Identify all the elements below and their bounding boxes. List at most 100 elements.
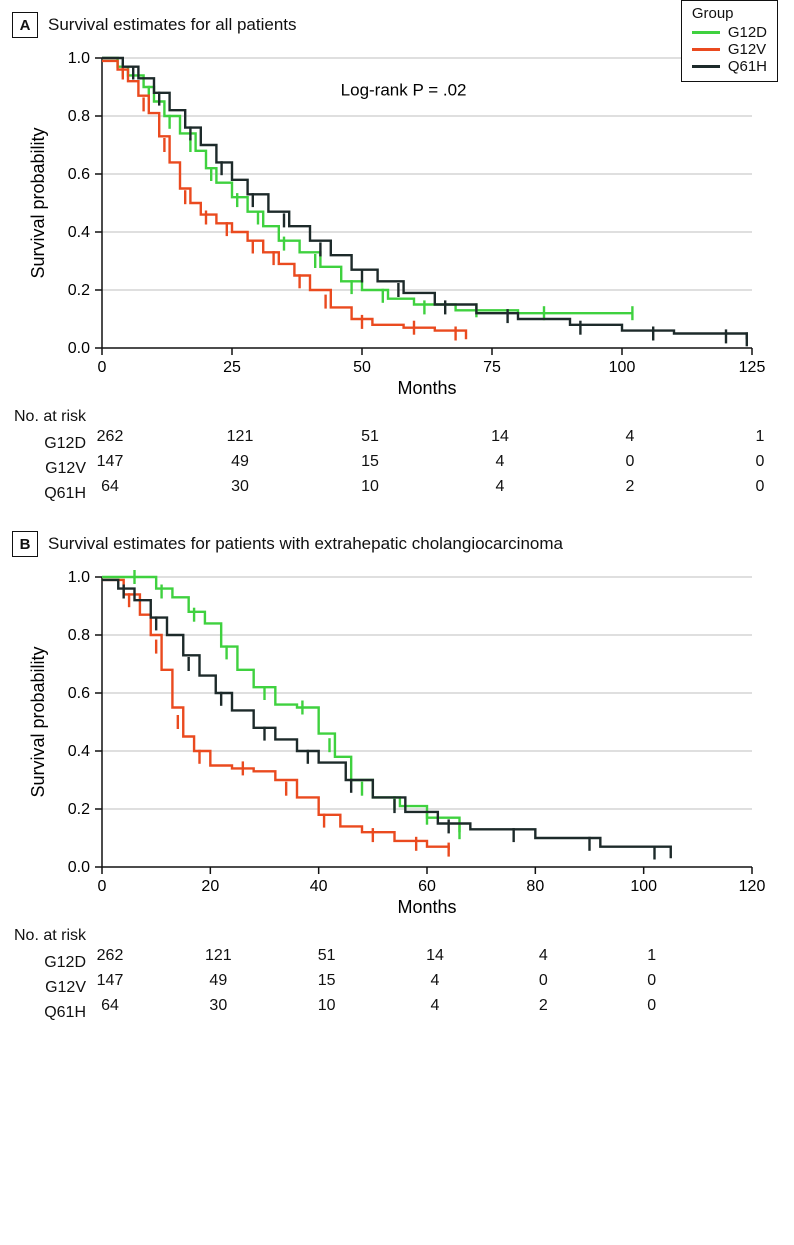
x-tick-label: 40	[310, 878, 328, 895]
legend-title: Group	[692, 5, 767, 22]
risk-cell: 262	[80, 947, 140, 965]
survival-chart: 02550751001250.00.20.40.60.81.0MonthsSur…	[12, 44, 772, 404]
x-axis-label: Months	[397, 897, 456, 917]
risk-table: No. at riskG12D262121511441G12V147491540…	[12, 408, 782, 503]
risk-cell: 4	[405, 972, 465, 990]
series-Q61H	[102, 580, 671, 858]
y-tick-label: 0.2	[68, 282, 90, 299]
y-tick-label: 0.8	[68, 627, 90, 644]
risk-cell: 0	[622, 972, 682, 990]
risk-cell: 0	[600, 453, 660, 471]
risk-row: G12D262121511441	[12, 428, 782, 453]
y-axis-label: Survival probability	[28, 127, 48, 278]
x-tick-label: 100	[609, 359, 636, 376]
y-tick-label: 0.4	[68, 743, 90, 760]
y-tick-label: 0.6	[68, 166, 90, 183]
x-tick-label: 20	[201, 878, 219, 895]
x-tick-label: 0	[98, 878, 107, 895]
x-tick-label: 50	[353, 359, 371, 376]
risk-cell: 1	[622, 947, 682, 965]
legend-label: G12V	[728, 41, 766, 58]
panel-letter: B	[12, 531, 38, 557]
risk-row: G12V1474915400	[12, 453, 782, 478]
legend-item: Q61H	[692, 58, 767, 75]
risk-cell: 64	[80, 997, 140, 1015]
risk-table-header: No. at risk	[14, 927, 782, 945]
x-tick-label: 80	[526, 878, 544, 895]
risk-row: Q61H643010420	[12, 997, 782, 1022]
series-Q61H	[102, 58, 747, 339]
legend-swatch-icon	[692, 48, 720, 51]
x-axis-label: Months	[397, 378, 456, 398]
risk-cell: 51	[340, 428, 400, 446]
risk-cell: 49	[188, 972, 248, 990]
risk-cell: 2	[513, 997, 573, 1015]
panel-header: A Survival estimates for all patients	[12, 12, 782, 38]
chart-wrap: 0204060801001200.00.20.40.60.81.0MonthsS…	[12, 563, 782, 923]
risk-cell: 49	[210, 453, 270, 471]
legend-swatch-icon	[692, 65, 720, 68]
risk-cell: 4	[600, 428, 660, 446]
risk-cells: 1474915400	[94, 453, 782, 473]
risk-cells: 262121511441	[94, 428, 782, 448]
series-G12D	[102, 577, 460, 832]
risk-table-header: No. at risk	[14, 408, 782, 426]
legend-swatch-icon	[692, 31, 720, 34]
risk-cell: 14	[405, 947, 465, 965]
x-tick-label: 125	[739, 359, 766, 376]
risk-cell: 121	[210, 428, 270, 446]
chart-wrap: 02550751001250.00.20.40.60.81.0MonthsSur…	[12, 44, 782, 404]
y-tick-label: 0.2	[68, 801, 90, 818]
risk-cell: 14	[470, 428, 530, 446]
risk-cell: 10	[340, 478, 400, 496]
risk-cell: 4	[470, 478, 530, 496]
risk-cell: 2	[600, 478, 660, 496]
panel-letter: A	[12, 12, 38, 38]
risk-cell: 10	[297, 997, 357, 1015]
y-tick-label: 1.0	[68, 50, 90, 67]
panel-A: A Survival estimates for all patients 0 25 5…	[12, 12, 782, 503]
y-tick-label: 0.8	[68, 108, 90, 125]
risk-cell: 15	[297, 972, 357, 990]
panel-B: BSurvival estimates for patients with ex…	[12, 531, 782, 1022]
risk-cell: 0	[730, 478, 790, 496]
risk-row: Q61H643010420	[12, 478, 782, 503]
risk-cell: 147	[80, 453, 140, 471]
y-tick-label: 0.0	[68, 859, 90, 876]
panel-header: BSurvival estimates for patients with ex…	[12, 531, 782, 557]
x-tick-label: 25	[223, 359, 241, 376]
legend-item: G12V	[692, 41, 767, 58]
y-tick-label: 1.0	[68, 569, 90, 586]
risk-cell: 147	[80, 972, 140, 990]
risk-cell: 262	[80, 428, 140, 446]
risk-row: G12V1474915400	[12, 972, 782, 997]
risk-cells: 643010420	[94, 478, 782, 498]
y-tick-label: 0.4	[68, 224, 90, 241]
risk-cell: 4	[405, 997, 465, 1015]
risk-cell: 4	[470, 453, 530, 471]
risk-cell: 0	[513, 972, 573, 990]
risk-cell: 1	[730, 428, 790, 446]
risk-cells: 1474915400	[94, 972, 782, 992]
risk-cell: 64	[80, 478, 140, 496]
risk-cell: 0	[622, 997, 682, 1015]
x-tick-label: 60	[418, 878, 436, 895]
logrank-annotation: Log-rank P = .02	[341, 81, 467, 100]
survival-chart: 0204060801001200.00.20.40.60.81.0MonthsS…	[12, 563, 772, 923]
legend-label: Q61H	[728, 58, 767, 75]
risk-cell: 30	[210, 478, 270, 496]
risk-cell: 30	[188, 997, 248, 1015]
panel-title: Survival estimates for all patients	[48, 15, 297, 35]
x-tick-label: 120	[739, 878, 766, 895]
legend-item: G12D	[692, 24, 767, 41]
risk-cell: 121	[188, 947, 248, 965]
risk-cells: 262121511441	[94, 947, 782, 967]
y-tick-label: 0.6	[68, 685, 90, 702]
risk-cell: 0	[730, 453, 790, 471]
x-tick-label: 0	[98, 359, 107, 376]
risk-row: G12D262121511441	[12, 947, 782, 972]
risk-cell: 4	[513, 947, 573, 965]
risk-cell: 51	[297, 947, 357, 965]
risk-cell: 15	[340, 453, 400, 471]
y-axis-label: Survival probability	[28, 646, 48, 797]
